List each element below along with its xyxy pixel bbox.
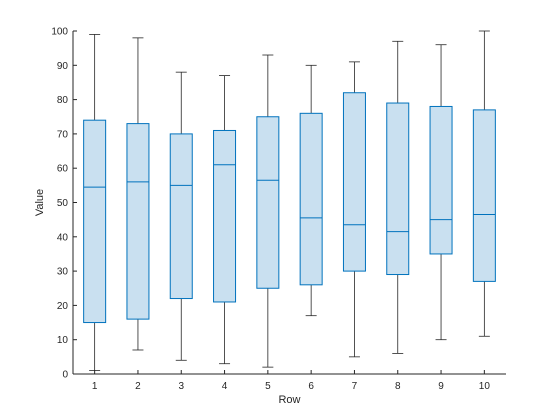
box-7 [342, 61, 366, 358]
box-9 [429, 44, 453, 341]
x-tick-label: 5 [265, 381, 271, 392]
y-tick-label: 60 [57, 164, 69, 175]
x-tick-label: 8 [395, 381, 401, 392]
box-series [83, 30, 496, 371]
x-tick-label: 3 [178, 381, 184, 392]
box-6 [299, 64, 323, 317]
box-body [169, 133, 193, 300]
x-tick-label: 10 [479, 381, 491, 392]
y-tick-label: 100 [51, 27, 68, 38]
x-tick-label: 4 [222, 381, 228, 392]
x-tick-label: 7 [352, 381, 358, 392]
box-body [126, 123, 150, 320]
y-tick-label: 50 [57, 198, 69, 209]
x-tick-label: 9 [438, 381, 444, 392]
box-10 [472, 30, 496, 337]
y-tick-label: 10 [57, 335, 69, 346]
y-tick-label: 80 [57, 95, 69, 106]
y-tick-label: 0 [62, 370, 68, 381]
box-body [299, 112, 323, 286]
box-4 [213, 75, 237, 365]
x-axis-label: Row [278, 394, 300, 406]
y-tick-label: 20 [57, 301, 69, 312]
box-1 [83, 34, 107, 371]
y-axis-label: Value [34, 189, 46, 216]
box-body [472, 109, 496, 282]
y-tick-label: 40 [57, 232, 69, 243]
x-tick-label: 6 [308, 381, 314, 392]
box-8 [386, 40, 410, 354]
x-tick-label: 2 [135, 381, 141, 392]
box-body [256, 116, 280, 289]
y-tick-label: 30 [57, 267, 69, 278]
box-3 [169, 71, 193, 361]
y-tick-label: 90 [57, 61, 69, 72]
x-tick-label: 1 [92, 381, 98, 392]
box-5 [256, 54, 280, 368]
y-tick-label: 70 [57, 129, 69, 140]
box-body [386, 102, 410, 276]
box-body [83, 119, 107, 324]
box-body [213, 129, 237, 303]
box-body [342, 92, 366, 272]
box-2 [126, 37, 150, 351]
box-body [429, 105, 453, 255]
axes: 0 10 20 30 40 50 60 70 80 90 100 1 2 3 4 5 6 7 8 9 10 [51, 27, 506, 392]
